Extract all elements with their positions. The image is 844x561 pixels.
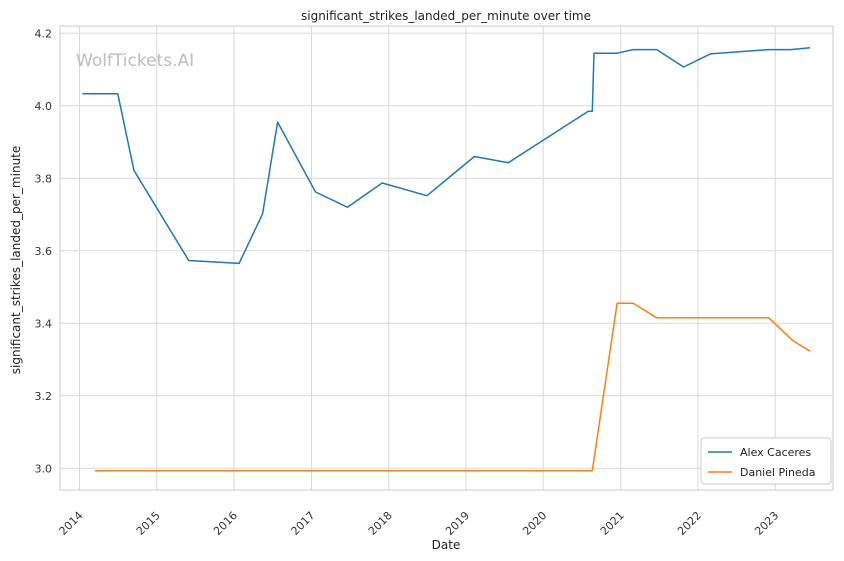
grid [60, 26, 833, 490]
legend-box [700, 437, 832, 485]
y-tick-label: 3.0 [35, 462, 53, 475]
y-tick-label: 3.6 [35, 245, 53, 258]
legend-label-alex-caceres: Alex Caceres [740, 446, 811, 459]
legend-label-daniel-pineda: Daniel Pineda [740, 466, 815, 479]
chart-title: significant_strikes_landed_per_minute ov… [301, 9, 591, 23]
y-tick-label: 4.2 [35, 27, 53, 40]
series-layer [82, 46, 811, 472]
watermark: WolfTickets.AI [76, 51, 194, 71]
y-tick-label: 4.0 [35, 100, 53, 113]
y-tick-label: 3.2 [35, 390, 53, 403]
plot-frame [59, 25, 834, 491]
x-axis-label: Date [432, 538, 461, 552]
y-tick-label: 3.4 [35, 317, 53, 330]
series-line-daniel-pineda [94, 302, 811, 472]
y-axis-label: significant_strikes_landed_per_minute [9, 146, 23, 375]
y-tick-label: 3.8 [35, 172, 53, 185]
series-line-alex-caceres [82, 46, 811, 265]
legend: Alex Caceres Daniel Pineda [700, 437, 832, 485]
